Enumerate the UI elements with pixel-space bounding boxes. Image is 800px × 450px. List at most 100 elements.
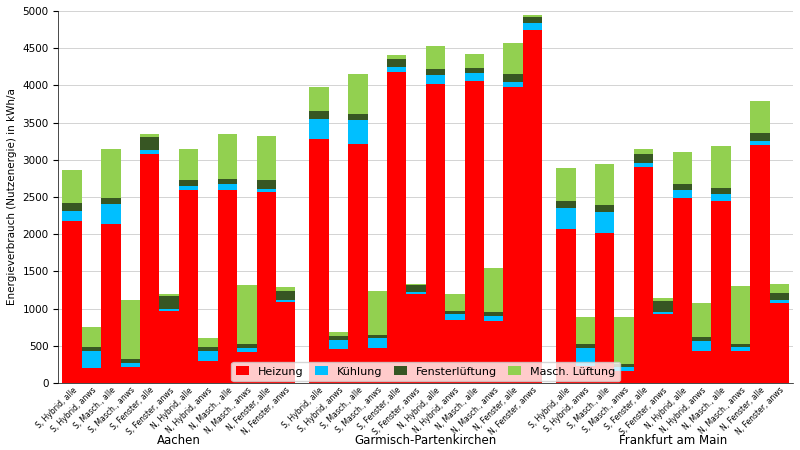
Bar [179,180,198,186]
Bar [367,292,387,334]
Bar [276,302,295,383]
Bar [770,284,789,293]
Bar [731,343,750,347]
Text: Garmisch-Partenkirchen: Garmisch-Partenkirchen [354,433,497,446]
Bar [257,189,276,193]
Bar [484,312,503,316]
Bar [387,68,406,72]
Bar [575,343,595,348]
Bar [198,347,218,351]
Bar [770,300,789,302]
Bar [101,149,121,198]
Bar [595,164,614,205]
Bar [329,349,348,383]
Bar [159,294,179,296]
Bar [711,202,731,383]
Bar [595,212,614,234]
Bar [159,296,179,309]
Bar [406,294,426,383]
Bar [750,133,770,141]
Bar [634,163,654,167]
Bar [711,188,731,194]
Bar [62,203,82,211]
Bar [310,139,329,383]
Bar [329,336,348,340]
Bar [426,69,445,75]
Bar [731,347,750,351]
Bar [484,316,503,321]
Bar [140,154,159,383]
Bar [556,229,575,383]
Bar [121,367,140,383]
Bar [198,338,218,347]
Bar [198,360,218,383]
Bar [654,314,673,383]
Bar [556,201,575,208]
Bar [387,59,406,68]
Bar [62,211,82,221]
Bar [218,135,237,179]
Bar [711,194,731,202]
Bar [329,340,348,349]
Bar [218,179,237,184]
Bar [692,303,711,337]
Bar [692,351,711,383]
Bar [237,352,257,383]
Bar [750,101,770,133]
Bar [82,347,101,351]
Bar [257,136,276,180]
Bar [523,23,542,30]
Bar [750,141,770,145]
Bar [556,168,575,201]
Bar [503,74,523,82]
Bar [654,298,673,301]
Bar [614,371,634,383]
Bar [367,334,387,338]
Bar [82,327,101,347]
Bar [121,359,140,363]
Bar [406,285,426,292]
Bar [523,30,542,383]
Bar [426,75,445,84]
Bar [523,15,542,17]
Bar [673,190,692,198]
Bar [731,286,750,343]
Bar [140,150,159,154]
Bar [159,311,179,383]
Bar [140,137,159,150]
Bar [426,46,445,69]
Bar [465,73,484,81]
Bar [465,68,484,73]
Bar [731,351,750,383]
Bar [179,190,198,383]
Bar [406,284,426,285]
Bar [348,144,367,383]
Bar [750,145,770,383]
Bar [121,363,140,367]
Bar [614,364,634,367]
Bar [654,311,673,314]
Bar [556,208,575,229]
Bar [692,341,711,351]
Bar [673,152,692,184]
Bar [673,198,692,383]
Bar [614,317,634,364]
Bar [595,205,614,212]
Bar [575,348,595,366]
Bar [367,338,387,348]
Bar [614,367,634,371]
Text: Aachen: Aachen [157,433,201,446]
Bar [484,321,503,383]
Bar [348,120,367,144]
Bar [218,190,237,383]
Bar [770,302,789,383]
Bar [329,333,348,336]
Bar [445,294,465,311]
Bar [198,351,218,360]
Bar [654,301,673,311]
Legend: Heizung, Kühlung, Fensterlüftung, Masch. Lüftung: Heizung, Kühlung, Fensterlüftung, Masch.… [231,362,620,381]
Bar [159,309,179,311]
Bar [692,337,711,341]
Bar [484,268,503,312]
Bar [348,113,367,120]
